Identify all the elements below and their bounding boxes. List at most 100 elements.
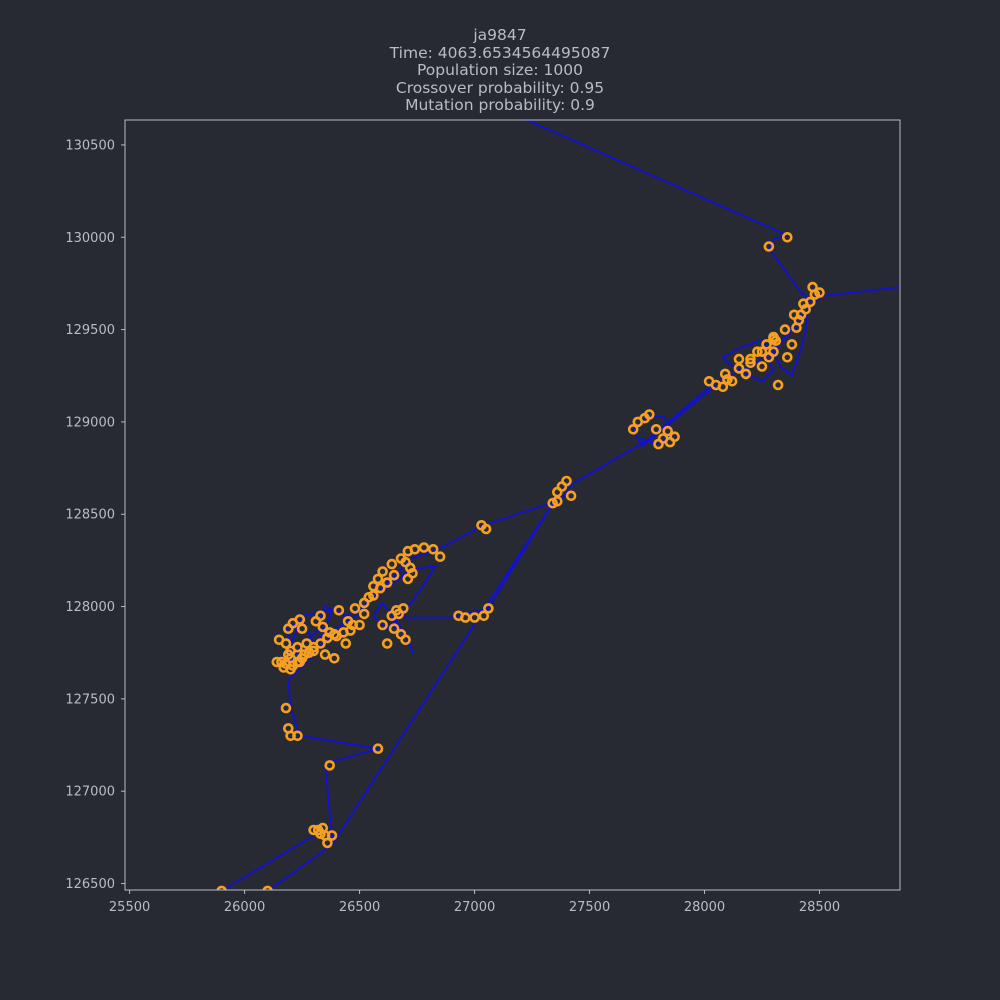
city-point-141 [733, 353, 745, 365]
city-point-90 [478, 610, 490, 622]
city-point-122 [786, 339, 798, 350]
city-point-9 [324, 760, 336, 771]
city-point-62 [388, 569, 400, 581]
city-point-67 [386, 558, 398, 570]
city-point-14 [280, 702, 292, 714]
city-point-7 [317, 822, 329, 834]
x-tick-label-28500: 28500 [799, 900, 840, 915]
city-point-20 [292, 641, 303, 653]
city-point-137 [745, 353, 756, 365]
plot-frame [124, 119, 901, 891]
city-point-71 [418, 542, 430, 553]
city-point-77 [402, 573, 414, 585]
x-tick-label-27000: 27000 [454, 900, 495, 915]
city-point-12 [292, 730, 303, 742]
city-point-86 [391, 604, 402, 616]
city-point-144 [781, 232, 793, 243]
city-point-37 [317, 621, 329, 633]
city-point-66 [377, 566, 388, 577]
city-point-115 [745, 357, 756, 369]
city-point-5 [322, 837, 333, 849]
city-point-133 [779, 324, 791, 335]
y-tick-label-126500: 126500 [65, 877, 115, 892]
city-point-129 [814, 287, 825, 298]
city-point-1 [262, 885, 273, 890]
city-point-73 [434, 551, 446, 563]
y-tick-label-127500: 127500 [65, 692, 115, 707]
city-point-103 [643, 409, 655, 420]
city-point-83 [381, 638, 393, 649]
city-point-36 [310, 615, 322, 627]
route-line-0 [221, 286, 900, 890]
y-tick-label-130000: 130000 [65, 231, 115, 246]
x-tick-label-26000: 26000 [224, 900, 265, 915]
city-point-48 [319, 649, 331, 660]
x-tick-label-28000: 28000 [684, 900, 725, 915]
y-tick-label-129500: 129500 [65, 323, 115, 338]
city-point-53 [358, 608, 370, 620]
city-point-120 [772, 379, 784, 391]
city-point-131 [798, 298, 809, 310]
x-tick-label-26500: 26500 [339, 900, 380, 915]
chart-title: ja9847 Time: 4063.6534564495087 Populati… [0, 26, 1000, 115]
city-point-24 [273, 634, 285, 646]
city-point-40 [296, 623, 308, 635]
city-point-65 [363, 591, 375, 603]
route-line-3 [524, 120, 812, 383]
city-point-13 [282, 723, 294, 734]
city-point-108 [662, 425, 674, 437]
y-axis: 126500 127000 127500 128000 128500 129000 1295… [65, 138, 125, 892]
y-tick-label-130500: 130500 [65, 138, 115, 153]
city-point-97 [561, 475, 572, 487]
city-point-6 [326, 830, 338, 841]
title-line-problem: ja9847 [473, 26, 527, 44]
title-line-time: Time: 4063.6534564495087 [389, 43, 611, 62]
title-line-mutation: Mutation probability: 0.9 [405, 96, 595, 114]
city-point-99 [551, 495, 563, 507]
city-point-61 [381, 577, 393, 588]
city-point-138 [740, 368, 752, 380]
city-point-75 [404, 562, 416, 574]
city-point-142 [752, 346, 763, 358]
city-point-50 [340, 638, 352, 649]
title-line-population: Population size: 1000 [416, 61, 583, 79]
city-point-118 [768, 346, 779, 358]
city-point-47 [308, 641, 319, 653]
city-point-145 [763, 241, 775, 252]
x-tick-label-25500: 25500 [109, 900, 150, 915]
city-point-93 [480, 523, 492, 535]
y-tick-label-129000: 129000 [65, 415, 115, 430]
city-point-91 [483, 603, 494, 614]
city-point-126 [800, 303, 812, 315]
route-line-2 [632, 384, 717, 447]
city-point-56 [338, 627, 349, 638]
x-axis: 25500 26000 26500 27000 27500 28000 28500 [109, 890, 840, 915]
city-point-136 [756, 346, 768, 358]
city-point-80 [388, 623, 400, 635]
city-point-28 [294, 614, 306, 625]
y-tick-label-127000: 127000 [65, 785, 115, 800]
city-point-132 [788, 309, 800, 321]
city-point-139 [726, 375, 738, 387]
y-tick-label-128000: 128000 [65, 600, 115, 615]
city-point-49 [328, 652, 340, 664]
city-point-10 [372, 743, 384, 755]
city-point-135 [761, 339, 772, 350]
city-point-107 [669, 431, 680, 443]
city-point-89 [469, 612, 480, 623]
city-point-8 [315, 828, 326, 840]
city-point-25 [271, 656, 283, 668]
city-point-70 [409, 543, 421, 555]
y-tick-label-128500: 128500 [65, 508, 115, 523]
city-point-98 [565, 490, 577, 502]
city-point-143 [768, 333, 779, 345]
city-point-100 [627, 423, 639, 435]
city-point-57 [347, 619, 359, 631]
city-point-109 [653, 438, 664, 450]
city-point-45 [287, 660, 299, 671]
city-point-130 [807, 281, 818, 293]
title-line-crossover: Crossover probability: 0.95 [395, 78, 605, 97]
city-point-82 [400, 634, 411, 646]
city-point-104 [650, 423, 662, 435]
